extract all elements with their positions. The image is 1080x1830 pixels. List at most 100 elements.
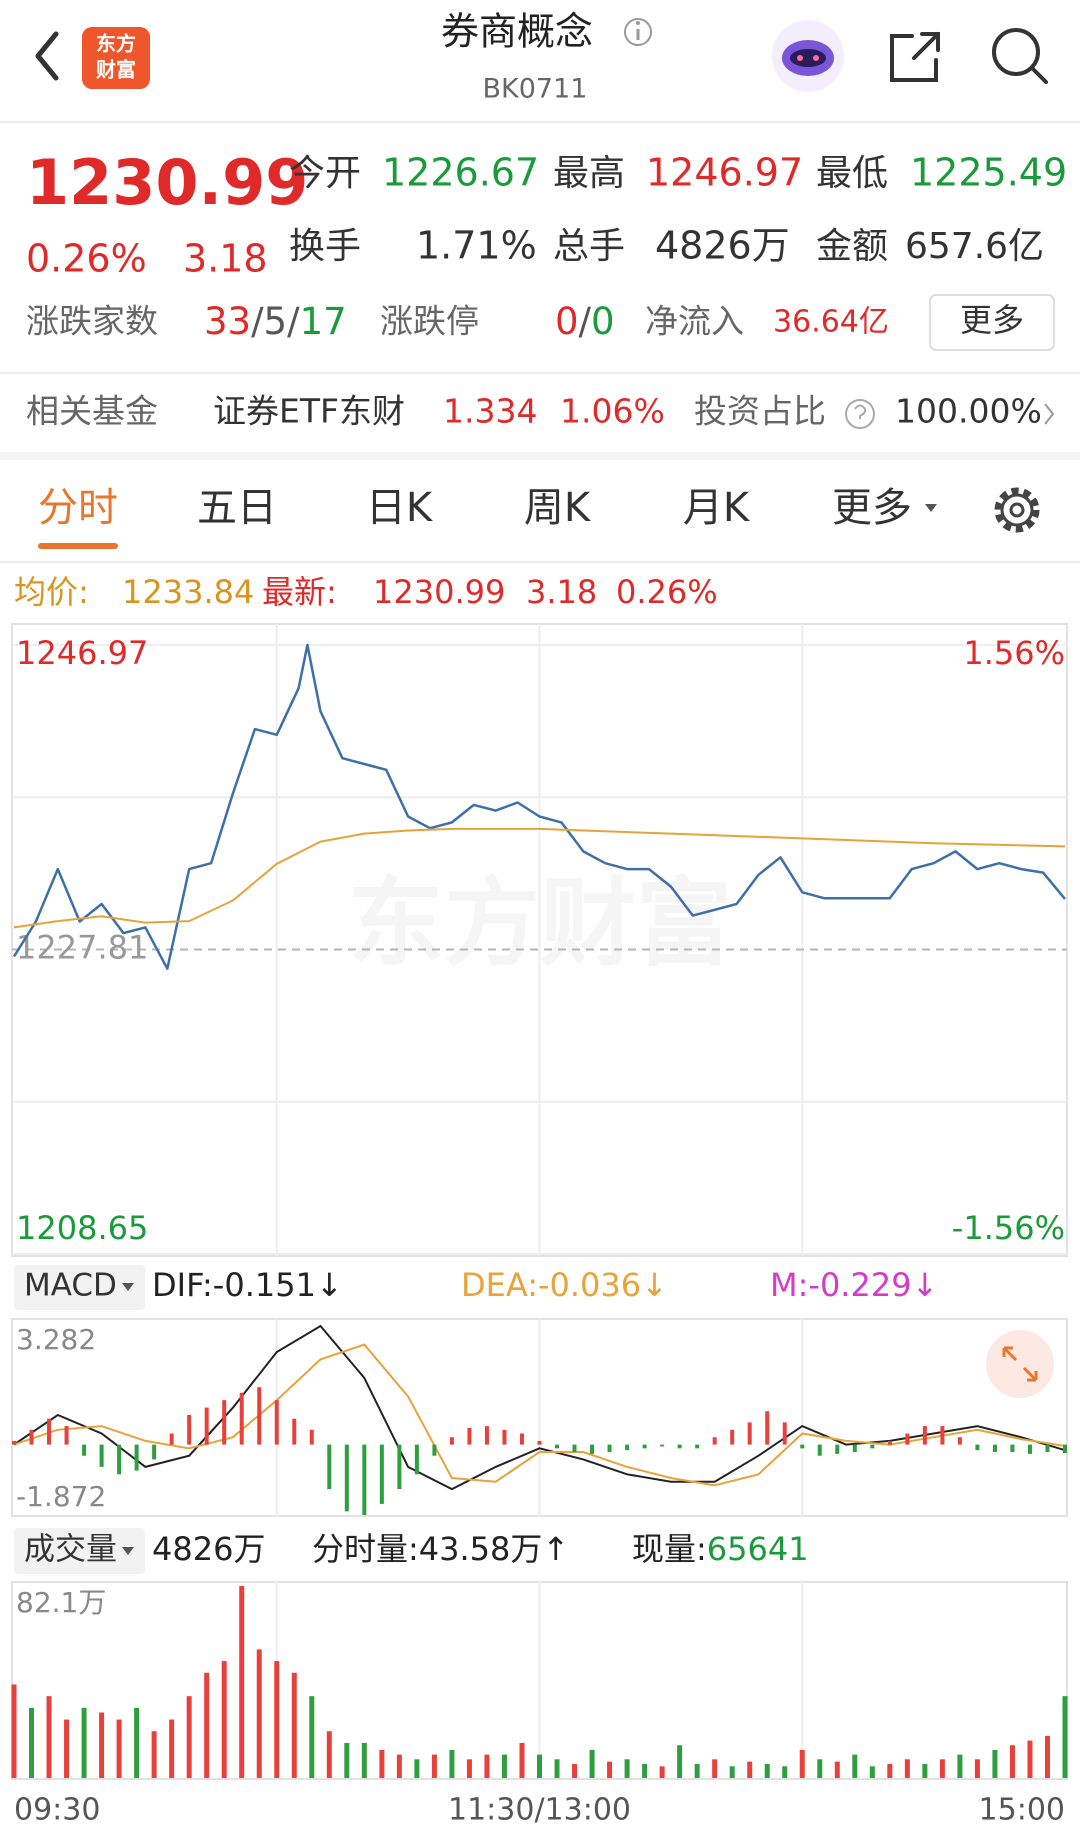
separator: /	[579, 300, 592, 343]
volume-bar	[29, 1707, 35, 1778]
macd-bar	[519, 1433, 524, 1445]
dropdown-arrow	[122, 1547, 134, 1555]
volume-bar	[46, 1696, 52, 1778]
help-icon[interactable]	[845, 399, 875, 429]
macd-line	[13, 1324, 1066, 1491]
y-tick-label: 1208.65	[16, 1209, 148, 1247]
macd-bar	[12, 1440, 16, 1445]
macd-bar	[117, 1444, 122, 1475]
macd-bar	[47, 1418, 52, 1445]
volume-bar	[81, 1707, 87, 1778]
volume-bar	[992, 1749, 998, 1778]
macd-bar	[309, 1429, 314, 1445]
macd-bar	[274, 1400, 279, 1445]
volume-bar	[1062, 1696, 1068, 1778]
y-tick-label: 82.1万	[16, 1586, 106, 1619]
y2-tick-label: 1.56%	[963, 634, 1065, 672]
expand-button[interactable]	[986, 1330, 1054, 1398]
volume-bar	[939, 1759, 945, 1778]
volume-bar	[764, 1763, 770, 1778]
tab[interactable]: 周K	[524, 485, 592, 531]
tab[interactable]: 日K	[366, 485, 434, 531]
volume-bar	[344, 1742, 350, 1778]
limit-label: 涨跌停	[380, 302, 479, 341]
volume-bar	[134, 1707, 140, 1778]
macd-bar	[344, 1444, 349, 1512]
macd-bar	[607, 1444, 612, 1453]
tab[interactable]: 月K	[683, 485, 751, 531]
search-button[interactable]	[992, 28, 1048, 84]
chevron[interactable]	[1044, 403, 1055, 425]
total-volume: 4826万	[152, 1530, 265, 1568]
volume-bar	[309, 1696, 315, 1778]
indicator-name[interactable]: 成交量	[24, 1532, 117, 1568]
macd-bar	[1063, 1444, 1067, 1454]
field-value: 1226.67	[382, 151, 539, 195]
breadth-value: 33/5/17	[204, 300, 347, 343]
expand-icon	[1002, 1346, 1038, 1382]
x-tick-label: 15:00	[979, 1793, 1065, 1828]
macd-bar	[222, 1400, 227, 1445]
change-percent: 0.26%	[26, 237, 147, 281]
m-readout: M:-0.229↓	[770, 1266, 938, 1304]
info-icon[interactable]	[624, 18, 652, 46]
field-value: 1246.97	[646, 151, 803, 195]
change: 3.18	[183, 237, 268, 281]
logo-text: 财富	[96, 58, 136, 82]
volume-bar	[274, 1661, 280, 1778]
macd-bar	[572, 1444, 577, 1453]
macd-bar	[257, 1387, 262, 1445]
macd-bar	[537, 1440, 542, 1445]
tab[interactable]: 更多	[832, 485, 912, 531]
volume-bar	[484, 1754, 490, 1778]
macd-bar	[905, 1433, 910, 1445]
macd-bar	[362, 1444, 367, 1516]
macd-bar	[29, 1429, 34, 1445]
logo	[82, 27, 150, 89]
macd-bar	[82, 1444, 87, 1456]
page-title: 券商概念	[441, 10, 593, 54]
macd-bar	[1010, 1444, 1015, 1453]
macd-bar	[134, 1444, 139, 1471]
macd-bar	[169, 1433, 174, 1445]
ratio-value: 100.00%	[895, 392, 1042, 431]
field-label: 最高	[553, 153, 625, 194]
tab[interactable]: 五日	[197, 485, 277, 531]
macd-bar	[835, 1444, 840, 1454]
fund-name[interactable]: 证券ETF东财	[213, 392, 405, 431]
macd-bar	[502, 1429, 507, 1445]
indicator-name[interactable]: MACD	[24, 1268, 117, 1304]
volume-bar	[64, 1719, 70, 1778]
indicator-selector[interactable]	[14, 1265, 145, 1310]
logo-text: 东方	[96, 32, 136, 56]
share-button[interactable]	[890, 32, 940, 82]
macd-bar	[957, 1437, 962, 1445]
volume-bar	[11, 1684, 17, 1778]
macd-bar	[852, 1444, 857, 1453]
tab-active[interactable]: 分时	[38, 485, 118, 531]
settings-button[interactable]	[994, 487, 1040, 533]
limit-value: 0/0	[555, 300, 615, 343]
macd-bar	[712, 1437, 717, 1445]
macd-bar	[327, 1444, 332, 1490]
volume-bar	[677, 1745, 683, 1778]
assistant-avatar[interactable]	[772, 20, 844, 92]
volume-bar	[204, 1672, 210, 1778]
avg-value: 1233.84	[122, 573, 254, 611]
volume-bar	[379, 1749, 385, 1778]
volume-bar	[607, 1761, 613, 1778]
field-label: 今开	[289, 153, 361, 194]
volume-bar	[572, 1763, 578, 1778]
macd-bar	[590, 1444, 595, 1454]
more-button-label[interactable]: 更多	[960, 301, 1024, 339]
macd-bar	[747, 1422, 752, 1445]
back-button[interactable]	[35, 31, 59, 81]
macd-bar	[467, 1427, 472, 1445]
macd-bar	[397, 1444, 402, 1490]
fund-price: 1.334	[443, 392, 537, 431]
dea-readout: DEA:-0.036↓	[461, 1266, 668, 1304]
more-button[interactable]	[929, 294, 1055, 351]
indicator-selector[interactable]	[14, 1528, 145, 1574]
ratio-label: 投资占比	[694, 392, 826, 431]
macd-bar	[204, 1407, 209, 1445]
